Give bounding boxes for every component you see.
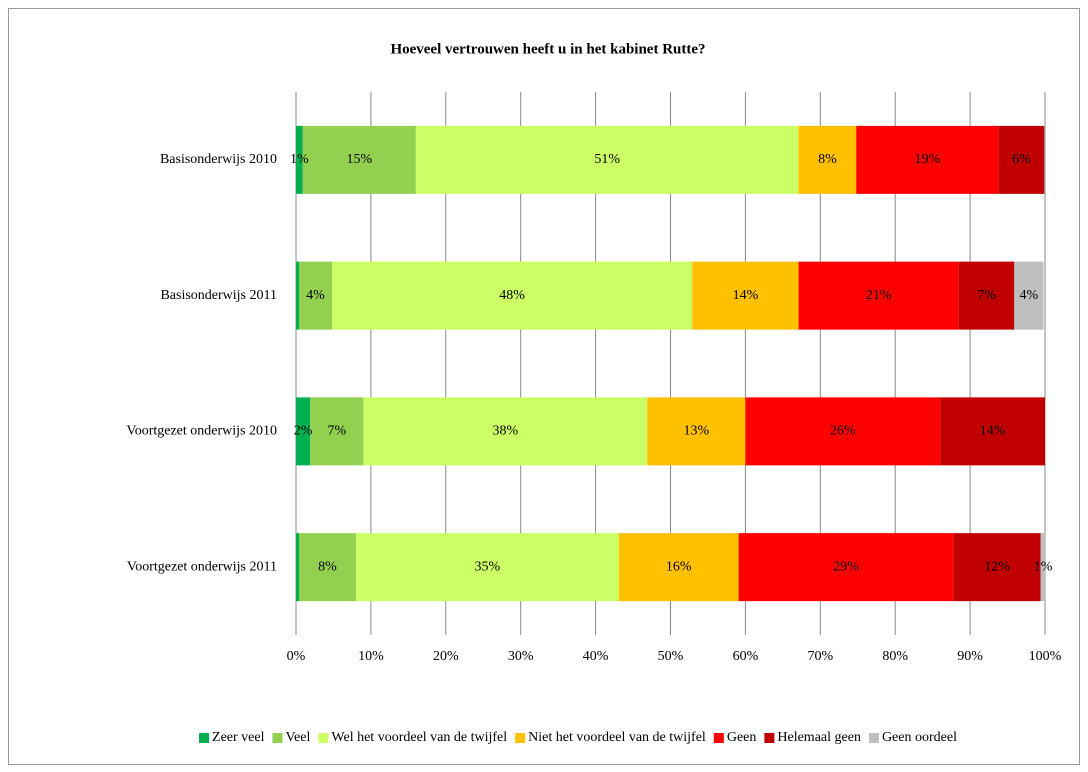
legend-item: Geen <box>713 730 757 745</box>
bar-segment <box>298 261 332 330</box>
bars <box>296 125 1046 602</box>
legend-label: Veel <box>286 730 311 745</box>
bar-segment <box>415 125 799 194</box>
x-tick-label: 30% <box>508 649 534 664</box>
legend-swatch <box>272 733 283 743</box>
legend-swatch <box>868 733 879 743</box>
bar-segment <box>298 533 356 602</box>
x-tick-label: 40% <box>583 649 609 664</box>
data-label: 29% <box>833 559 859 574</box>
bar-segment <box>940 397 1045 466</box>
x-tick-label: 60% <box>733 649 759 664</box>
bar-segment <box>856 125 999 194</box>
data-label: 7% <box>977 288 996 303</box>
x-tick-label: 80% <box>882 649 908 664</box>
legend-swatch <box>199 733 210 743</box>
legend-swatch <box>318 733 329 743</box>
x-tick-label: 10% <box>358 649 384 664</box>
legend: Zeer veel Veel Wel het voordeel van de twi… <box>199 730 957 745</box>
legend-label: Helemaal geen <box>777 730 861 745</box>
bar-segment <box>1040 533 1046 602</box>
bar-segment <box>953 533 1041 602</box>
data-label: 16% <box>666 559 692 574</box>
x-tick-label: 90% <box>957 649 983 664</box>
data-label: 4% <box>1020 288 1039 303</box>
y-tick-label: Basisonderwijs 2011 <box>160 288 277 303</box>
legend-item: Niet het voordeel van de twijfel <box>515 730 706 745</box>
legend-label: Niet het voordeel van de twijfel <box>528 730 706 745</box>
chart-frame <box>8 8 1080 765</box>
y-tick-label: Voortgezet onderwijs 2010 <box>126 424 277 439</box>
data-label: 15% <box>346 152 372 167</box>
legend-label: Wel het voordeel van de twijfel <box>331 730 507 745</box>
legend-item: Zeer veel <box>199 730 265 745</box>
x-tick-label: 70% <box>807 649 833 664</box>
y-tick-label: Voortgezet onderwijs 2011 <box>127 559 277 574</box>
x-tick-label: 0% <box>287 649 306 664</box>
legend-item: Helemaal geen <box>764 730 861 745</box>
data-label: 6% <box>1012 152 1031 167</box>
bar-segment <box>738 533 954 602</box>
data-label: 35% <box>475 559 501 574</box>
data-label: 1% <box>1034 559 1053 574</box>
bar-segment <box>310 397 364 466</box>
bar-segment <box>647 397 746 466</box>
bar-segment <box>296 533 299 602</box>
bar-segment <box>302 125 416 194</box>
x-tick-label: 20% <box>433 649 459 664</box>
data-label: 13% <box>684 424 710 439</box>
data-label: 19% <box>915 152 941 167</box>
bar-segment <box>958 261 1015 330</box>
data-label: 8% <box>818 152 837 167</box>
bar-segment <box>296 261 299 330</box>
bar-segment <box>296 397 311 466</box>
legend-swatch <box>515 733 526 743</box>
data-label: 7% <box>327 424 346 439</box>
legend-label: Zeer veel <box>212 730 265 745</box>
x-tick-label: 50% <box>658 649 684 664</box>
labels: 0% 10% 20% 30% 40% 50% 60% 70% 80% 90% 100% Basison… <box>126 152 1061 664</box>
data-label: 4% <box>306 288 325 303</box>
data-label: 26% <box>830 424 856 439</box>
data-label: 38% <box>493 424 519 439</box>
legend-item: Veel <box>272 730 311 745</box>
data-label: 14% <box>980 424 1006 439</box>
bar-segment <box>355 533 619 602</box>
data-label: 8% <box>318 559 337 574</box>
bar-segment <box>296 125 303 194</box>
bar-segment <box>798 125 857 194</box>
bar-segment <box>798 261 959 330</box>
data-label: 51% <box>594 152 620 167</box>
bar-segment <box>1014 261 1044 330</box>
data-label: 2% <box>294 424 313 439</box>
chart-title: Hoeveel vertrouwen heeft u in het kabine… <box>390 41 705 57</box>
data-label: 1% <box>290 152 309 167</box>
bar-segment <box>363 397 648 466</box>
data-label: 21% <box>866 288 892 303</box>
bar-segment <box>745 397 941 466</box>
legend-swatch <box>713 733 724 743</box>
bar-segment <box>998 125 1045 194</box>
legend-item: Geen oordeel <box>868 730 957 745</box>
legend-swatch <box>764 733 775 743</box>
data-label: 12% <box>984 559 1010 574</box>
x-tick-label: 100% <box>1029 649 1062 664</box>
legend-label: Geen <box>727 730 757 745</box>
bar-segment <box>618 533 739 602</box>
bar-segment <box>331 261 693 330</box>
data-label: 48% <box>499 288 525 303</box>
y-tick-label: Basisonderwijs 2010 <box>160 152 277 167</box>
data-label: 14% <box>733 288 759 303</box>
legend-label: Geen oordeel <box>882 730 957 745</box>
legend-item: Wel het voordeel van de twijfel <box>318 730 507 745</box>
bar-segment <box>692 261 799 330</box>
